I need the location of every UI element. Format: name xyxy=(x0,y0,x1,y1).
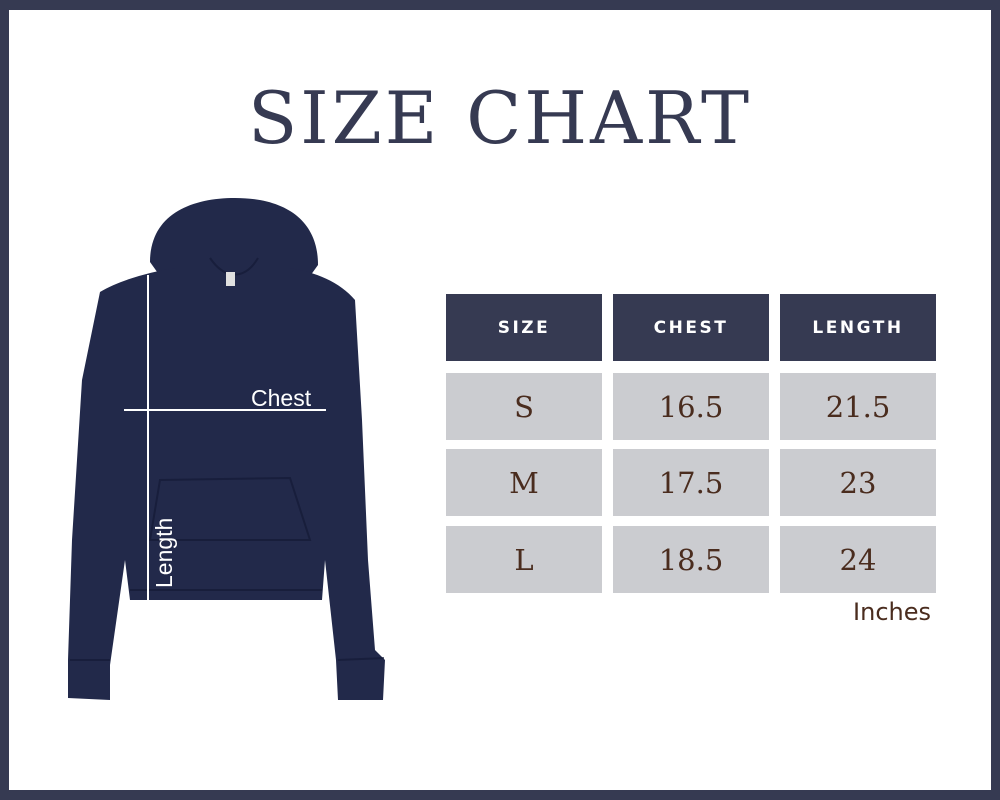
cell-length: 23 xyxy=(780,449,936,516)
cell-chest: 18.5 xyxy=(613,526,769,593)
cell-size: S xyxy=(446,373,602,440)
cell-chest: 17.5 xyxy=(613,449,769,516)
cell-size: L xyxy=(446,526,602,593)
unit-label: Inches xyxy=(853,598,931,626)
cell-length: 21.5 xyxy=(780,373,936,440)
chest-label: Chest xyxy=(251,385,312,411)
length-label: Length xyxy=(151,518,177,588)
header-size: SIZE xyxy=(446,294,602,361)
cell-length: 24 xyxy=(780,526,936,593)
cell-size: M xyxy=(446,449,602,516)
cell-chest: 16.5 xyxy=(613,373,769,440)
header-chest: CHEST xyxy=(613,294,769,361)
header-length: LENGTH xyxy=(780,294,936,361)
page-title: SIZE CHART xyxy=(247,76,753,160)
